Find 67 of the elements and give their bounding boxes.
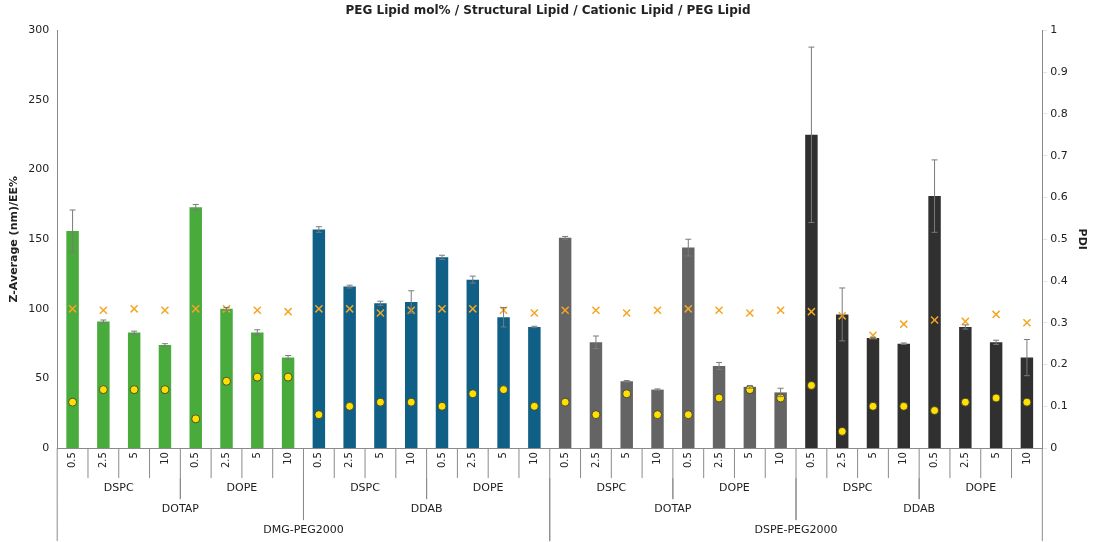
x-tick-label: 0.5: [928, 452, 940, 468]
text: DSPC: [350, 481, 381, 495]
x-tick-label: 2.5: [958, 452, 970, 468]
text: DOPE: [965, 481, 997, 495]
x-tick-label: 2.5: [96, 452, 108, 468]
y-tick-label: 150: [28, 232, 50, 246]
x-tick-label: 0.5: [681, 452, 693, 468]
text: DSPC: [842, 481, 873, 495]
y-tick-label: 300: [28, 23, 50, 37]
x-tick-label: 2.5: [220, 452, 232, 468]
y2-tick-label: 0.5: [1050, 232, 1068, 246]
x-tick-label: 0.5: [66, 452, 78, 468]
x-tick-label: 10: [651, 452, 663, 465]
x-tick-label: 2.5: [835, 452, 847, 468]
y-tick-label: 250: [28, 92, 50, 106]
text: DOPE: [472, 481, 504, 495]
x-tick-label: 5: [989, 452, 1001, 459]
x-tick-label: 2.5: [712, 452, 724, 468]
y2-axis-title: PDI: [1075, 228, 1089, 250]
x-tick-label: 10: [774, 452, 786, 465]
y-tick-label: 50: [35, 371, 50, 385]
chart-title: PEG Lipid mol% / Structural Lipid / Cationic Lipid / PEG Lipid: [345, 3, 751, 18]
y2-tick-label: 1: [1050, 23, 1058, 37]
x-tick-label: 10: [897, 452, 909, 465]
text: DOPE: [226, 481, 258, 495]
x-tick-label: 2.5: [466, 452, 478, 468]
x-tick-label: 10: [158, 452, 170, 465]
y2-tick-label: 0.1: [1050, 399, 1068, 413]
text: DOTAP: [161, 502, 200, 516]
x-tick-label: 5: [250, 452, 262, 459]
x-tick-label: 5: [127, 452, 139, 459]
y2-tick-label: 0.9: [1050, 65, 1068, 79]
text: DMG-PEG2000: [263, 523, 344, 537]
x-tick-label: 5: [497, 452, 509, 459]
x-tick-label: 5: [743, 452, 755, 459]
text: DSPC: [596, 481, 627, 495]
x-tick-label: 0.5: [189, 452, 201, 468]
x-tick-label: 5: [374, 452, 386, 459]
y-tick-label: 100: [28, 301, 50, 315]
x-tick-label: 10: [1020, 452, 1032, 465]
x-tick-label: 2.5: [343, 452, 355, 468]
y2-tick-label: 0.8: [1050, 106, 1068, 120]
text: DOTAP: [654, 502, 692, 516]
x-tick-label: 10: [527, 452, 539, 465]
text: DOPE: [719, 481, 750, 495]
y2-tick-label: 0.2: [1050, 357, 1068, 371]
y2-tick-label: 0: [1050, 440, 1058, 454]
text: DSPC: [103, 481, 134, 495]
y-tick-label: 200: [28, 162, 50, 176]
x-tick-label: 5: [866, 452, 878, 459]
y-axis-title: Z-Average (nm)/EE%: [7, 175, 21, 303]
x-tick-label: 5: [620, 452, 632, 459]
y-tick-label: 0: [42, 440, 50, 454]
x-tick-label: 10: [281, 452, 293, 465]
x-tick-label: 0.5: [558, 452, 570, 468]
text: DSPE-PEG2000: [754, 523, 838, 537]
x-tick-label: 0.5: [312, 452, 324, 468]
y2-tick-label: 0.6: [1050, 190, 1068, 204]
x-tick-label: 2.5: [589, 452, 601, 468]
x-tick-label: 0.5: [435, 452, 447, 468]
x-tick-label: 0.5: [805, 452, 817, 468]
y2-tick-label: 0.3: [1050, 315, 1068, 329]
text: DDAB: [903, 502, 936, 516]
y2-tick-label: 0.7: [1050, 148, 1068, 162]
x-tick-label: 10: [404, 452, 416, 465]
text: DDAB: [410, 502, 443, 516]
y2-tick-label: 0.4: [1050, 273, 1068, 287]
